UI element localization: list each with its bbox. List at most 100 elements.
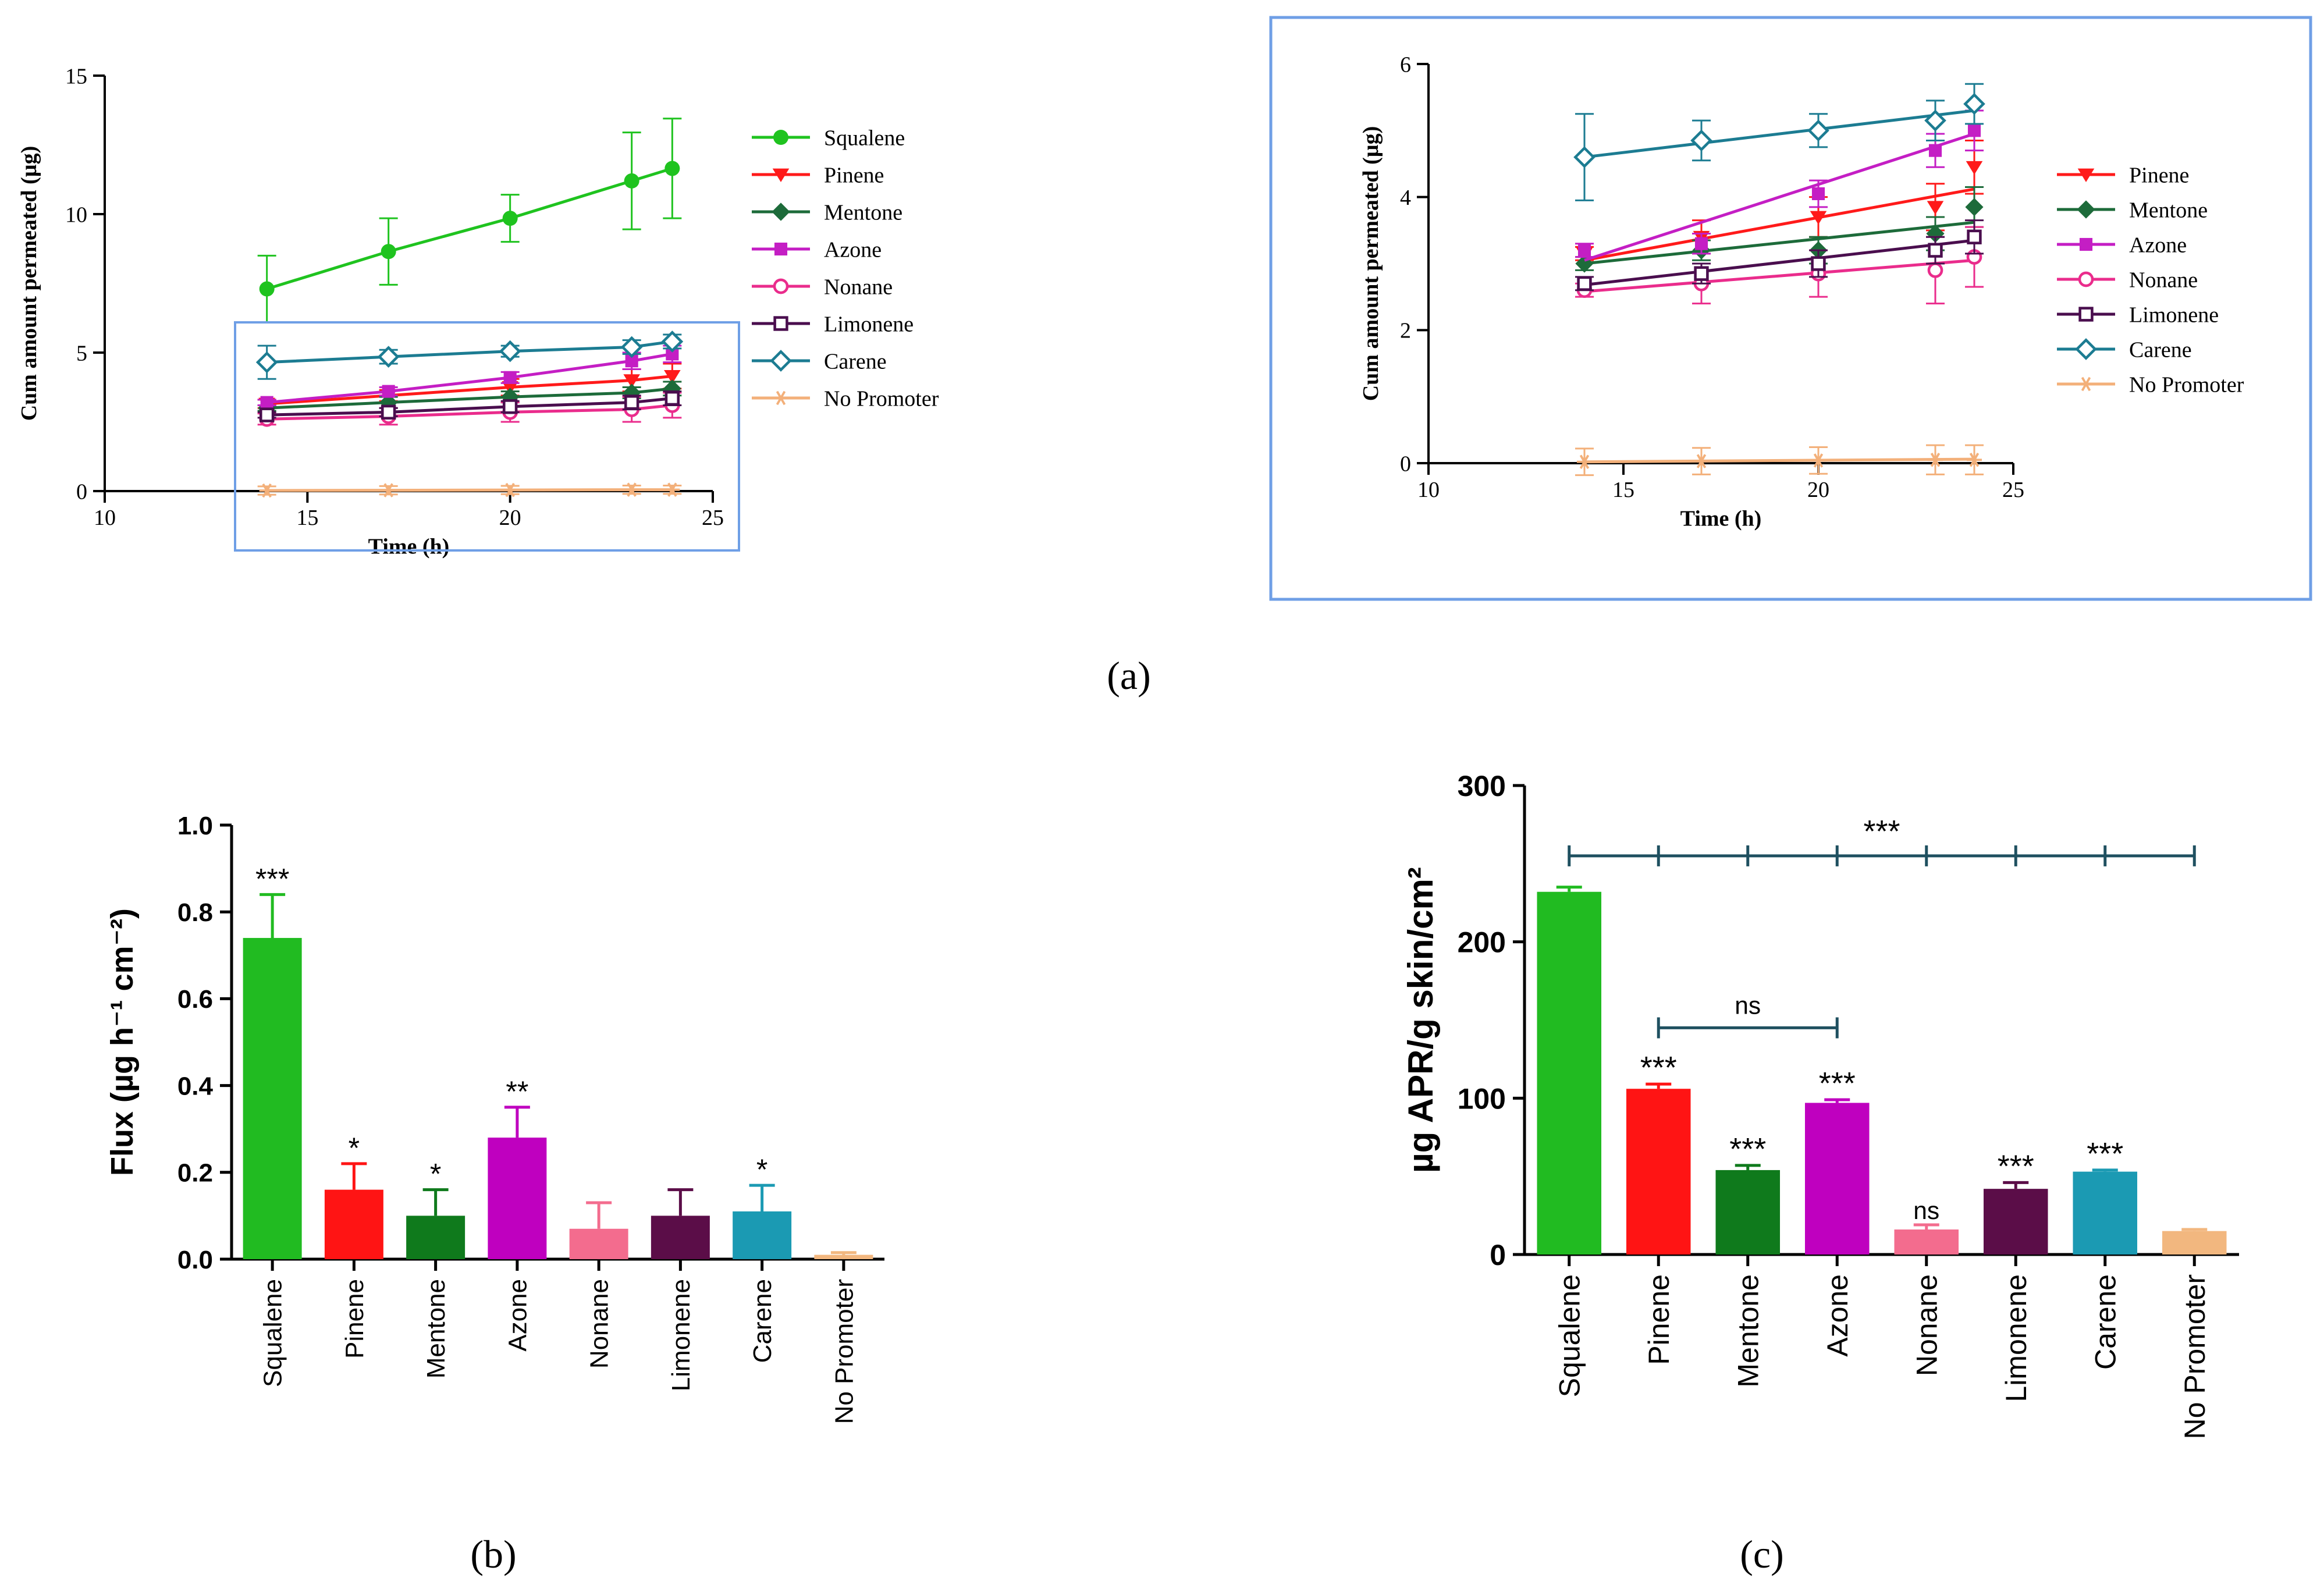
data-point xyxy=(1573,146,1595,168)
data-point xyxy=(255,351,278,374)
bar xyxy=(488,1138,547,1259)
y-tick-label: 0.4 xyxy=(177,1072,214,1100)
y-tick-label: 0.0 xyxy=(177,1246,213,1274)
data-point xyxy=(1928,144,1942,157)
series-limonene: Limonene xyxy=(1575,219,2219,327)
legend-marker xyxy=(772,168,790,182)
series-line xyxy=(1584,221,1975,265)
significance-label: *** xyxy=(1640,1050,1677,1085)
significance-bracket-all: *** xyxy=(1568,814,2196,866)
series-carene: Carene xyxy=(255,330,887,380)
data-point xyxy=(1965,198,1984,216)
bar-azone: Azone *** xyxy=(1804,1066,1870,1357)
data-point-stroke xyxy=(505,482,515,497)
significance-label: * xyxy=(430,1158,441,1190)
data-point xyxy=(260,396,273,409)
legend-label: Mentone xyxy=(824,200,902,225)
x-tick-label: Mentone xyxy=(1732,1274,1764,1388)
y-axis-title: Flux (µg h⁻¹ cm⁻²) xyxy=(105,908,140,1176)
y-tick-label: 10 xyxy=(65,202,87,227)
data-point xyxy=(661,330,684,353)
bar-limonene: Limonene *** xyxy=(1983,1149,2048,1402)
data-point xyxy=(377,346,400,368)
x-tick-label: 25 xyxy=(702,506,724,530)
legend-label: Pinene xyxy=(2129,163,2189,187)
data-point xyxy=(1926,224,1945,243)
y-tick-label: 0.6 xyxy=(177,985,213,1014)
significance-label: *** xyxy=(1998,1149,2034,1184)
x-tick-label: Azone xyxy=(503,1279,532,1352)
data-point xyxy=(1963,93,1985,115)
bar-carene: Carene * xyxy=(733,1153,792,1363)
data-point-stroke xyxy=(667,482,677,497)
data-point-stroke xyxy=(1930,453,1941,467)
bar-mentone: Mentone * xyxy=(406,1158,465,1378)
y-tick-label: 1.0 xyxy=(177,812,213,840)
significance-label: *** xyxy=(2087,1136,2123,1171)
x-tick-label: Nonane xyxy=(1910,1274,1943,1376)
significance-label: *** xyxy=(1729,1132,1766,1167)
series-carene: Carene xyxy=(1573,83,2192,362)
series-line xyxy=(1584,457,1975,464)
series-line xyxy=(266,340,673,364)
legend-marker xyxy=(773,278,789,294)
data-point xyxy=(664,161,680,176)
data-point xyxy=(381,404,396,420)
bar-squalene: Squalene xyxy=(1537,886,1602,1397)
x-tick-label: Mentone xyxy=(422,1279,450,1378)
data-point xyxy=(503,371,517,384)
bar xyxy=(569,1228,628,1259)
significance-label: *** xyxy=(255,862,289,895)
bar-squalene: Squalene *** xyxy=(243,862,302,1387)
x-tick-label: Limonene xyxy=(2000,1274,2032,1402)
data-point xyxy=(1690,129,1712,152)
legend-label: Limonene xyxy=(824,312,914,336)
bar-mentone: Mentone *** xyxy=(1715,1132,1781,1388)
legend-marker xyxy=(773,130,788,145)
x-tick-label: Squalene xyxy=(1553,1274,1586,1397)
series-line xyxy=(266,167,673,290)
bar-pinene: Pinene * xyxy=(324,1132,383,1359)
series-line xyxy=(1584,187,1975,262)
y-tick-label: 200 xyxy=(1458,926,1506,959)
y-tick-label: 2 xyxy=(1400,319,1411,343)
data-point xyxy=(381,244,396,260)
x-tick-label: 15 xyxy=(296,506,318,530)
y-tick-label: 0 xyxy=(76,479,87,504)
data-point xyxy=(664,370,681,384)
data-point-stroke xyxy=(1813,453,1824,468)
legend-label: Azone xyxy=(824,237,882,262)
data-point xyxy=(1927,201,1944,215)
bar-nonane: Nonane ns xyxy=(1894,1197,1959,1376)
legend-marker xyxy=(2078,376,2094,392)
legend-marker xyxy=(2078,307,2094,322)
x-tick-label: 20 xyxy=(1807,478,1829,502)
data-point xyxy=(382,385,395,398)
legend-marker xyxy=(770,350,792,372)
data-point xyxy=(664,482,680,497)
data-point xyxy=(1577,244,1591,257)
y-tick-label: 0 xyxy=(1400,452,1411,476)
bar xyxy=(2073,1171,2138,1255)
x-tick-label: 20 xyxy=(499,506,521,530)
data-point xyxy=(499,340,521,363)
legend-marker xyxy=(2077,168,2095,182)
data-point xyxy=(1694,454,1709,468)
x-tick-label: Nonane xyxy=(585,1279,614,1369)
bar-no-promoter: No Promoter xyxy=(814,1251,873,1424)
legend-marker xyxy=(2077,200,2095,219)
bar-nonane: Nonane xyxy=(569,1201,628,1369)
data-point xyxy=(1811,187,1825,200)
legend-label: Nonane xyxy=(824,275,893,299)
legend-marker xyxy=(774,242,788,256)
legend-label: Nonane xyxy=(2129,268,2198,292)
data-point xyxy=(1967,453,1982,467)
series-line xyxy=(1584,239,1975,287)
series-nonane: Nonane xyxy=(1575,226,2198,305)
panel-b-flux-chart: 0.0 0.2 0.4 0.6 0.8 1.0 Flux (µg h⁻¹ cm⁻²) Squa… xyxy=(105,812,884,1424)
data-point xyxy=(259,407,275,422)
bracket-label: ns xyxy=(1735,992,1761,1019)
significance-bracket-ns: ns xyxy=(1657,992,1839,1039)
bar-pinene: Pinene *** xyxy=(1626,1050,1691,1365)
series-line xyxy=(1584,109,1975,159)
